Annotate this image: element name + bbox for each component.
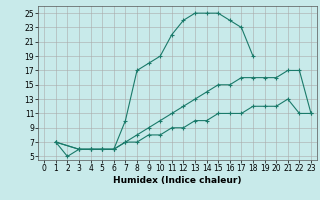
- X-axis label: Humidex (Indice chaleur): Humidex (Indice chaleur): [113, 176, 242, 185]
